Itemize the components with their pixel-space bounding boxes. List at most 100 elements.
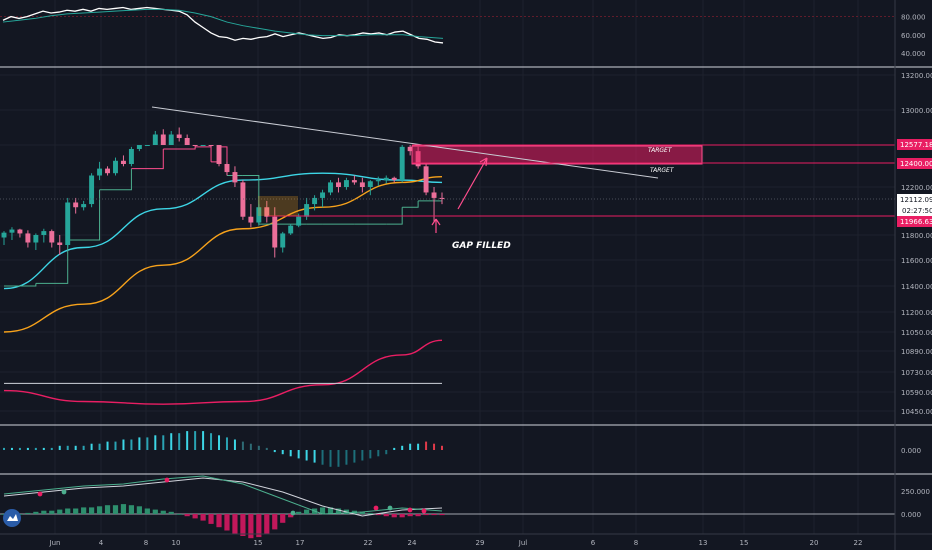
candle-up[interactable] bbox=[343, 180, 349, 187]
momentum-bar bbox=[401, 445, 404, 450]
candle-down[interactable] bbox=[192, 145, 198, 146]
candle-down[interactable] bbox=[351, 180, 357, 183]
candle-down[interactable] bbox=[49, 231, 55, 243]
candle-down[interactable] bbox=[73, 202, 79, 208]
ema-slow-line[interactable] bbox=[3, 175, 443, 333]
time-tick-label: 24 bbox=[408, 539, 417, 547]
candle-up[interactable] bbox=[113, 160, 118, 174]
tag-last-box bbox=[897, 194, 932, 205]
trailing-stop-line[interactable] bbox=[402, 200, 419, 208]
gap-box[interactable] bbox=[258, 196, 298, 216]
candle-down[interactable] bbox=[232, 172, 238, 183]
trailing-stop-line[interactable] bbox=[99, 168, 132, 191]
candle-up[interactable] bbox=[128, 148, 134, 164]
candle-up[interactable] bbox=[89, 175, 95, 205]
target-line-label: TARGET bbox=[650, 167, 675, 174]
candle-down[interactable] bbox=[25, 233, 31, 243]
candle-down[interactable] bbox=[264, 207, 270, 217]
candle-up[interactable] bbox=[328, 182, 333, 193]
macd-line[interactable] bbox=[3, 475, 443, 515]
candle-up[interactable] bbox=[375, 180, 381, 182]
up-arrow[interactable] bbox=[457, 157, 488, 210]
candle-up[interactable] bbox=[168, 134, 174, 146]
macd-tick-label: 250.000 bbox=[901, 488, 930, 496]
candle-up[interactable] bbox=[41, 231, 47, 235]
candle-up[interactable] bbox=[200, 145, 206, 146]
candle-up[interactable] bbox=[136, 145, 142, 149]
trailing-stop-line[interactable] bbox=[4, 283, 37, 287]
candle-up[interactable] bbox=[1, 232, 7, 238]
momentum-bar bbox=[146, 437, 149, 450]
momentum-bar bbox=[170, 433, 173, 450]
rsi-line[interactable] bbox=[2, 6, 444, 44]
trailing-stop-line[interactable] bbox=[386, 207, 403, 225]
candle-down[interactable] bbox=[208, 145, 214, 146]
trailing-stop-line[interactable] bbox=[35, 240, 69, 284]
macd-bar bbox=[264, 514, 270, 534]
candle-up[interactable] bbox=[367, 181, 373, 187]
ema-fast-line[interactable] bbox=[3, 172, 443, 290]
momentum-bar bbox=[210, 433, 213, 450]
candle-up[interactable] bbox=[296, 216, 302, 226]
macd-bar bbox=[391, 514, 397, 518]
candle-down[interactable] bbox=[431, 192, 437, 198]
macd-bar bbox=[415, 514, 421, 517]
trailing-stop-line[interactable] bbox=[163, 146, 196, 150]
trailing-stop-line[interactable] bbox=[131, 148, 164, 170]
macd-bar bbox=[327, 507, 334, 514]
time-tick-label: 17 bbox=[296, 539, 305, 547]
candle-up[interactable] bbox=[97, 168, 103, 176]
momentum-pane bbox=[3, 431, 443, 467]
candle-down[interactable] bbox=[224, 164, 230, 173]
candle-up[interactable] bbox=[288, 225, 294, 234]
rsi-signal-line[interactable] bbox=[2, 8, 444, 39]
tradingview-cloud-icon[interactable] bbox=[3, 509, 21, 527]
candle-down[interactable] bbox=[176, 134, 182, 139]
candle-up[interactable] bbox=[320, 192, 326, 198]
trailing-stop-line[interactable] bbox=[67, 189, 101, 241]
candle-up[interactable] bbox=[152, 134, 158, 146]
momentum-bar bbox=[369, 450, 372, 459]
candle-down[interactable] bbox=[248, 216, 254, 223]
candle-up[interactable] bbox=[399, 146, 405, 181]
macd-bar bbox=[120, 504, 127, 514]
candle-up[interactable] bbox=[304, 204, 310, 217]
momentum-bar bbox=[281, 450, 284, 455]
candle-up[interactable] bbox=[383, 177, 389, 181]
candle-down[interactable] bbox=[359, 182, 365, 187]
time-tick-label: 22 bbox=[364, 539, 373, 547]
ma-long-line[interactable] bbox=[3, 339, 443, 405]
momentum-bar bbox=[90, 443, 93, 450]
gap-arrow[interactable] bbox=[431, 218, 441, 233]
candle-up[interactable] bbox=[33, 235, 39, 243]
macd-bar bbox=[152, 509, 158, 514]
candle-down[interactable] bbox=[439, 197, 445, 200]
candle-down[interactable] bbox=[216, 145, 222, 164]
candle-down[interactable] bbox=[336, 182, 341, 187]
candle-down[interactable] bbox=[120, 160, 126, 164]
candle-down[interactable] bbox=[17, 229, 23, 234]
trendline[interactable] bbox=[151, 106, 659, 179]
rsi-pane bbox=[0, 6, 895, 44]
candle-down[interactable] bbox=[407, 146, 413, 152]
candle-down[interactable] bbox=[184, 138, 190, 145]
candle-down[interactable] bbox=[57, 242, 63, 246]
momentum-bar bbox=[377, 450, 380, 457]
candle-up[interactable] bbox=[280, 233, 286, 248]
candle-down[interactable] bbox=[160, 134, 166, 146]
momentum-bar bbox=[321, 450, 324, 465]
candle-up[interactable] bbox=[9, 229, 15, 233]
candle-down[interactable] bbox=[272, 216, 278, 248]
macd-bar bbox=[57, 509, 63, 514]
candle-up[interactable] bbox=[81, 204, 87, 208]
momentum-bar bbox=[58, 445, 61, 450]
candle-up[interactable] bbox=[256, 207, 262, 223]
tag-timer-box bbox=[897, 205, 932, 216]
candle-down[interactable] bbox=[423, 166, 429, 193]
candle-up[interactable] bbox=[312, 197, 318, 205]
candle-down[interactable] bbox=[105, 168, 110, 174]
candle-up[interactable] bbox=[144, 145, 150, 146]
candle-up[interactable] bbox=[65, 202, 71, 245]
candle-down[interactable] bbox=[240, 182, 246, 217]
candle-down[interactable] bbox=[391, 177, 397, 181]
